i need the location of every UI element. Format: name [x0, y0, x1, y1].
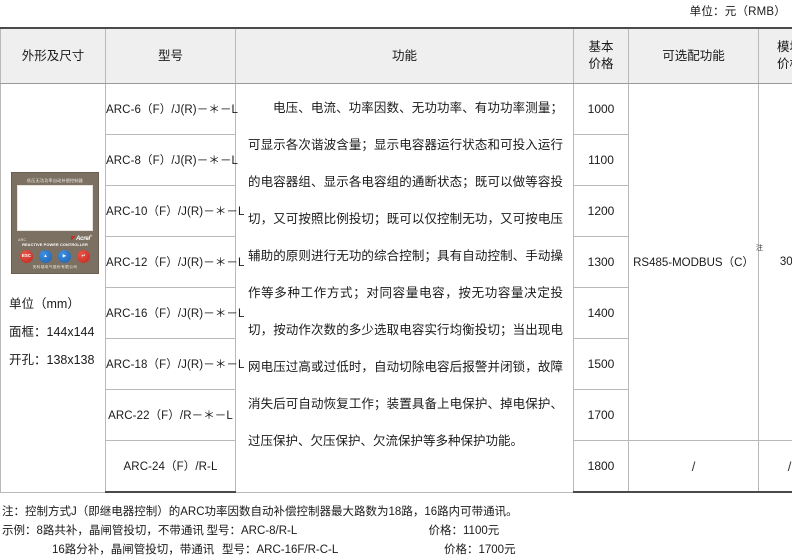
- dimension-front-frame: 面框：144x144: [9, 318, 94, 346]
- device-enter-button: ↵: [77, 250, 90, 263]
- unit-caption: 单位：元（RMB）: [690, 2, 786, 22]
- module-price-cell: 300: [759, 84, 792, 441]
- function-description-text: 电压、电流、功率因数、无功功率、有功功率测量；可显示各次谐波含量；显示电容器运行…: [248, 90, 563, 460]
- base-price-cell: 1100: [574, 135, 629, 186]
- header-base-price-line2: 价格: [574, 56, 628, 73]
- device-company-label: 安科瑞电气股份有限公司: [17, 264, 93, 270]
- base-price-cell: 1800: [574, 441, 629, 493]
- optional-function-value: RS485-MODBUS（C）: [633, 257, 754, 269]
- header-module-price-line2: 价格: [759, 56, 792, 73]
- header-module-price: 模块 价格: [759, 28, 792, 84]
- device-button-row: ESC ▲ ▶ ↵: [17, 250, 93, 263]
- note-example-1-price: 价格：1100元: [429, 522, 500, 541]
- optional-function-cell-empty: /: [629, 441, 759, 493]
- optional-function-value-wrap: RS485-MODBUS（C）注: [633, 254, 754, 270]
- dimension-cutout: 开孔：138x138: [9, 346, 94, 374]
- model-cell: ARC-6（F）/J(R)－＊－L: [106, 84, 236, 135]
- header-optional-function: 可选配功能: [629, 28, 759, 84]
- header-shape-size: 外形及尺寸: [1, 28, 106, 84]
- header-model: 型号: [106, 28, 236, 84]
- shape-size-cell: 低压无功功率自动补偿控制器 ARC ◤Acrel® REACTIVE POWER…: [1, 84, 106, 493]
- base-price-cell: 1400: [574, 288, 629, 339]
- base-price-cell: 1300: [574, 237, 629, 288]
- header-base-price-line1: 基本: [574, 39, 628, 56]
- device-right-button: ▶: [58, 250, 71, 263]
- device-esc-button: ESC: [20, 250, 33, 263]
- model-cell: ARC-24（F）/R-L: [106, 441, 236, 493]
- base-price-cell: 1000: [574, 84, 629, 135]
- device-lcd-screen: [17, 185, 93, 231]
- header-function: 功能: [236, 28, 574, 84]
- model-cell: ARC-16（F）/J(R)－＊－L: [106, 288, 236, 339]
- function-description-cell: 电压、电流、功率因数、无功功率、有功功率测量；可显示各次谐波含量；显示电容器运行…: [236, 84, 574, 493]
- acrel-logo-reg: ®: [90, 234, 92, 238]
- base-price-cell: 1700: [574, 390, 629, 441]
- note-example-2-price: 价格：1700元: [444, 541, 516, 560]
- base-price-cell: 1200: [574, 186, 629, 237]
- dimension-info: 单位（mm） 面框：144x144 开孔：138x138: [7, 290, 94, 374]
- note-example-2-description: 16路分补，晶闸管投切，带通讯: [52, 541, 222, 560]
- device-title-label: 低压无功功率自动补偿控制器: [17, 177, 93, 184]
- device-brand-row: ARC ◤Acrel®: [16, 234, 94, 242]
- device-subtitle-label: REACTIVE POWER CONTROLLER: [17, 242, 93, 248]
- note-example-1-model: 型号：ARC-8/R-L: [207, 522, 429, 541]
- base-price-cell: 1500: [574, 339, 629, 390]
- model-cell: ARC-12（F）/J(R)－＊－L: [106, 237, 236, 288]
- model-cell: ARC-8（F）/J(R)－＊－L: [106, 135, 236, 186]
- model-cell: ARC-22（F）/R－＊－L: [106, 390, 236, 441]
- device-product-image: 低压无功功率自动补偿控制器 ARC ◤Acrel® REACTIVE POWER…: [11, 172, 99, 274]
- header-module-price-line1: 模块: [759, 39, 792, 56]
- optional-function-cell: RS485-MODBUS（C）注: [629, 84, 759, 441]
- model-cell: ARC-18（F）/J(R)－＊－L: [106, 339, 236, 390]
- module-price-cell-empty: /: [759, 441, 792, 493]
- device-up-button: ▲: [39, 250, 52, 263]
- table-header-row: 外形及尺寸 型号 功能 基本 价格 可选配功能 模块 价格: [1, 28, 792, 84]
- table-row: 低压无功功率自动补偿控制器 ARC ◤Acrel® REACTIVE POWER…: [1, 84, 792, 135]
- acrel-logo: ◤Acrel®: [71, 234, 92, 242]
- note-line: 注：控制方式J（即继电器控制）的ARC功率因数自动补偿控制器最大路数为18路，1…: [2, 503, 790, 522]
- note-example-1-description: 8路共补，晶闸管投切，不带通讯: [37, 522, 207, 541]
- dimension-unit-label: 单位（mm）: [9, 290, 94, 318]
- note-example-2-model: 型号：ARC-16F/R-C-L: [222, 541, 444, 560]
- footer-notes: 注：控制方式J（即继电器控制）的ARC功率因数自动补偿控制器最大路数为18路，1…: [2, 503, 790, 560]
- note-example-label: 示例：: [2, 522, 37, 541]
- specification-table: 外形及尺寸 型号 功能 基本 价格 可选配功能 模块 价格 低压无功功率自动补偿…: [0, 27, 792, 493]
- header-base-price: 基本 价格: [574, 28, 629, 84]
- model-cell: ARC-10（F）/J(R)－＊－L: [106, 186, 236, 237]
